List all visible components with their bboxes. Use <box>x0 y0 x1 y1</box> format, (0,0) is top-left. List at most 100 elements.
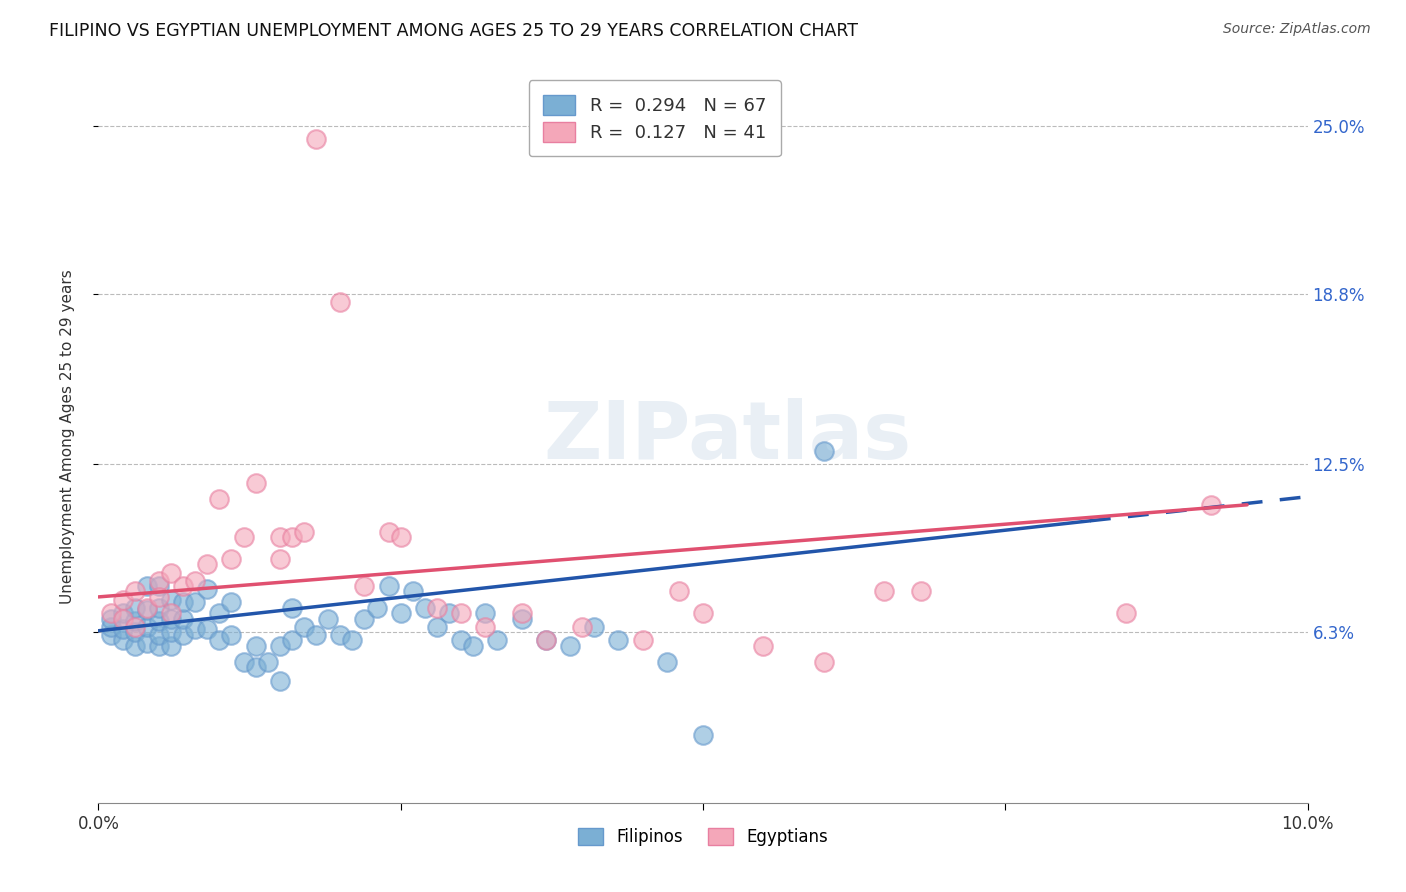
Point <box>111 633 134 648</box>
Point <box>316 611 339 625</box>
Point <box>208 606 231 620</box>
Point <box>534 633 557 648</box>
Point <box>305 132 328 146</box>
Point <box>813 443 835 458</box>
Point <box>329 294 352 309</box>
Point <box>426 600 449 615</box>
Point <box>208 492 231 507</box>
Point <box>426 620 449 634</box>
Point <box>474 620 496 634</box>
Point <box>221 628 243 642</box>
Point <box>148 600 170 615</box>
Point <box>100 628 122 642</box>
Point <box>100 611 122 625</box>
Point <box>245 660 267 674</box>
Point <box>148 628 170 642</box>
Point <box>160 592 183 607</box>
Point <box>571 620 593 634</box>
Point <box>148 639 170 653</box>
Point <box>221 595 243 609</box>
Y-axis label: Unemployment Among Ages 25 to 29 years: Unemployment Among Ages 25 to 29 years <box>60 269 75 605</box>
Point <box>292 524 315 539</box>
Point <box>160 639 183 653</box>
Point <box>148 579 170 593</box>
Point <box>510 611 533 625</box>
Legend: Filipinos, Egyptians: Filipinos, Egyptians <box>571 822 835 853</box>
Point <box>305 628 328 642</box>
Point <box>208 633 231 648</box>
Point <box>366 600 388 615</box>
Point <box>256 655 278 669</box>
Point <box>437 606 460 620</box>
Point <box>269 673 291 688</box>
Point <box>692 606 714 620</box>
Point <box>232 530 254 544</box>
Point <box>135 620 157 634</box>
Point <box>148 574 170 588</box>
Point <box>377 579 399 593</box>
Point <box>100 620 122 634</box>
Point <box>100 606 122 620</box>
Point <box>195 582 218 596</box>
Text: Source: ZipAtlas.com: Source: ZipAtlas.com <box>1223 22 1371 37</box>
Point <box>172 628 194 642</box>
Point <box>135 636 157 650</box>
Point <box>534 633 557 648</box>
Point <box>184 574 207 588</box>
Point <box>160 625 183 640</box>
Point <box>583 620 606 634</box>
Point <box>111 592 134 607</box>
Point <box>692 728 714 742</box>
Point <box>245 476 267 491</box>
Point <box>281 600 304 615</box>
Point <box>135 600 157 615</box>
Point <box>184 623 207 637</box>
Point <box>172 595 194 609</box>
Point <box>353 579 375 593</box>
Point <box>160 606 183 620</box>
Point <box>402 584 425 599</box>
Point <box>450 633 472 648</box>
Point <box>353 611 375 625</box>
Point <box>245 639 267 653</box>
Point <box>172 579 194 593</box>
Point <box>281 530 304 544</box>
Point <box>124 584 146 599</box>
Point <box>221 552 243 566</box>
Point <box>752 639 775 653</box>
Point <box>329 628 352 642</box>
Point <box>389 606 412 620</box>
Point <box>269 530 291 544</box>
Point <box>184 595 207 609</box>
Point <box>873 584 896 599</box>
Point <box>124 625 146 640</box>
Point <box>668 584 690 599</box>
Point <box>232 655 254 669</box>
Point <box>292 620 315 634</box>
Point <box>450 606 472 620</box>
Point <box>172 611 194 625</box>
Point <box>1199 498 1222 512</box>
Point <box>160 566 183 580</box>
Point <box>655 655 678 669</box>
Point <box>124 600 146 615</box>
Point <box>463 639 485 653</box>
Point <box>631 633 654 648</box>
Point <box>124 615 146 629</box>
Text: FILIPINO VS EGYPTIAN UNEMPLOYMENT AMONG AGES 25 TO 29 YEARS CORRELATION CHART: FILIPINO VS EGYPTIAN UNEMPLOYMENT AMONG … <box>49 22 858 40</box>
Point <box>135 579 157 593</box>
Point <box>160 611 183 625</box>
Point <box>607 633 630 648</box>
Point <box>148 615 170 629</box>
Point <box>124 639 146 653</box>
Point <box>124 620 146 634</box>
Point <box>148 590 170 604</box>
Point <box>910 584 932 599</box>
Point <box>413 600 436 615</box>
Point <box>269 639 291 653</box>
Point <box>111 606 134 620</box>
Point <box>389 530 412 544</box>
Point <box>558 639 581 653</box>
Point <box>281 633 304 648</box>
Point <box>474 606 496 620</box>
